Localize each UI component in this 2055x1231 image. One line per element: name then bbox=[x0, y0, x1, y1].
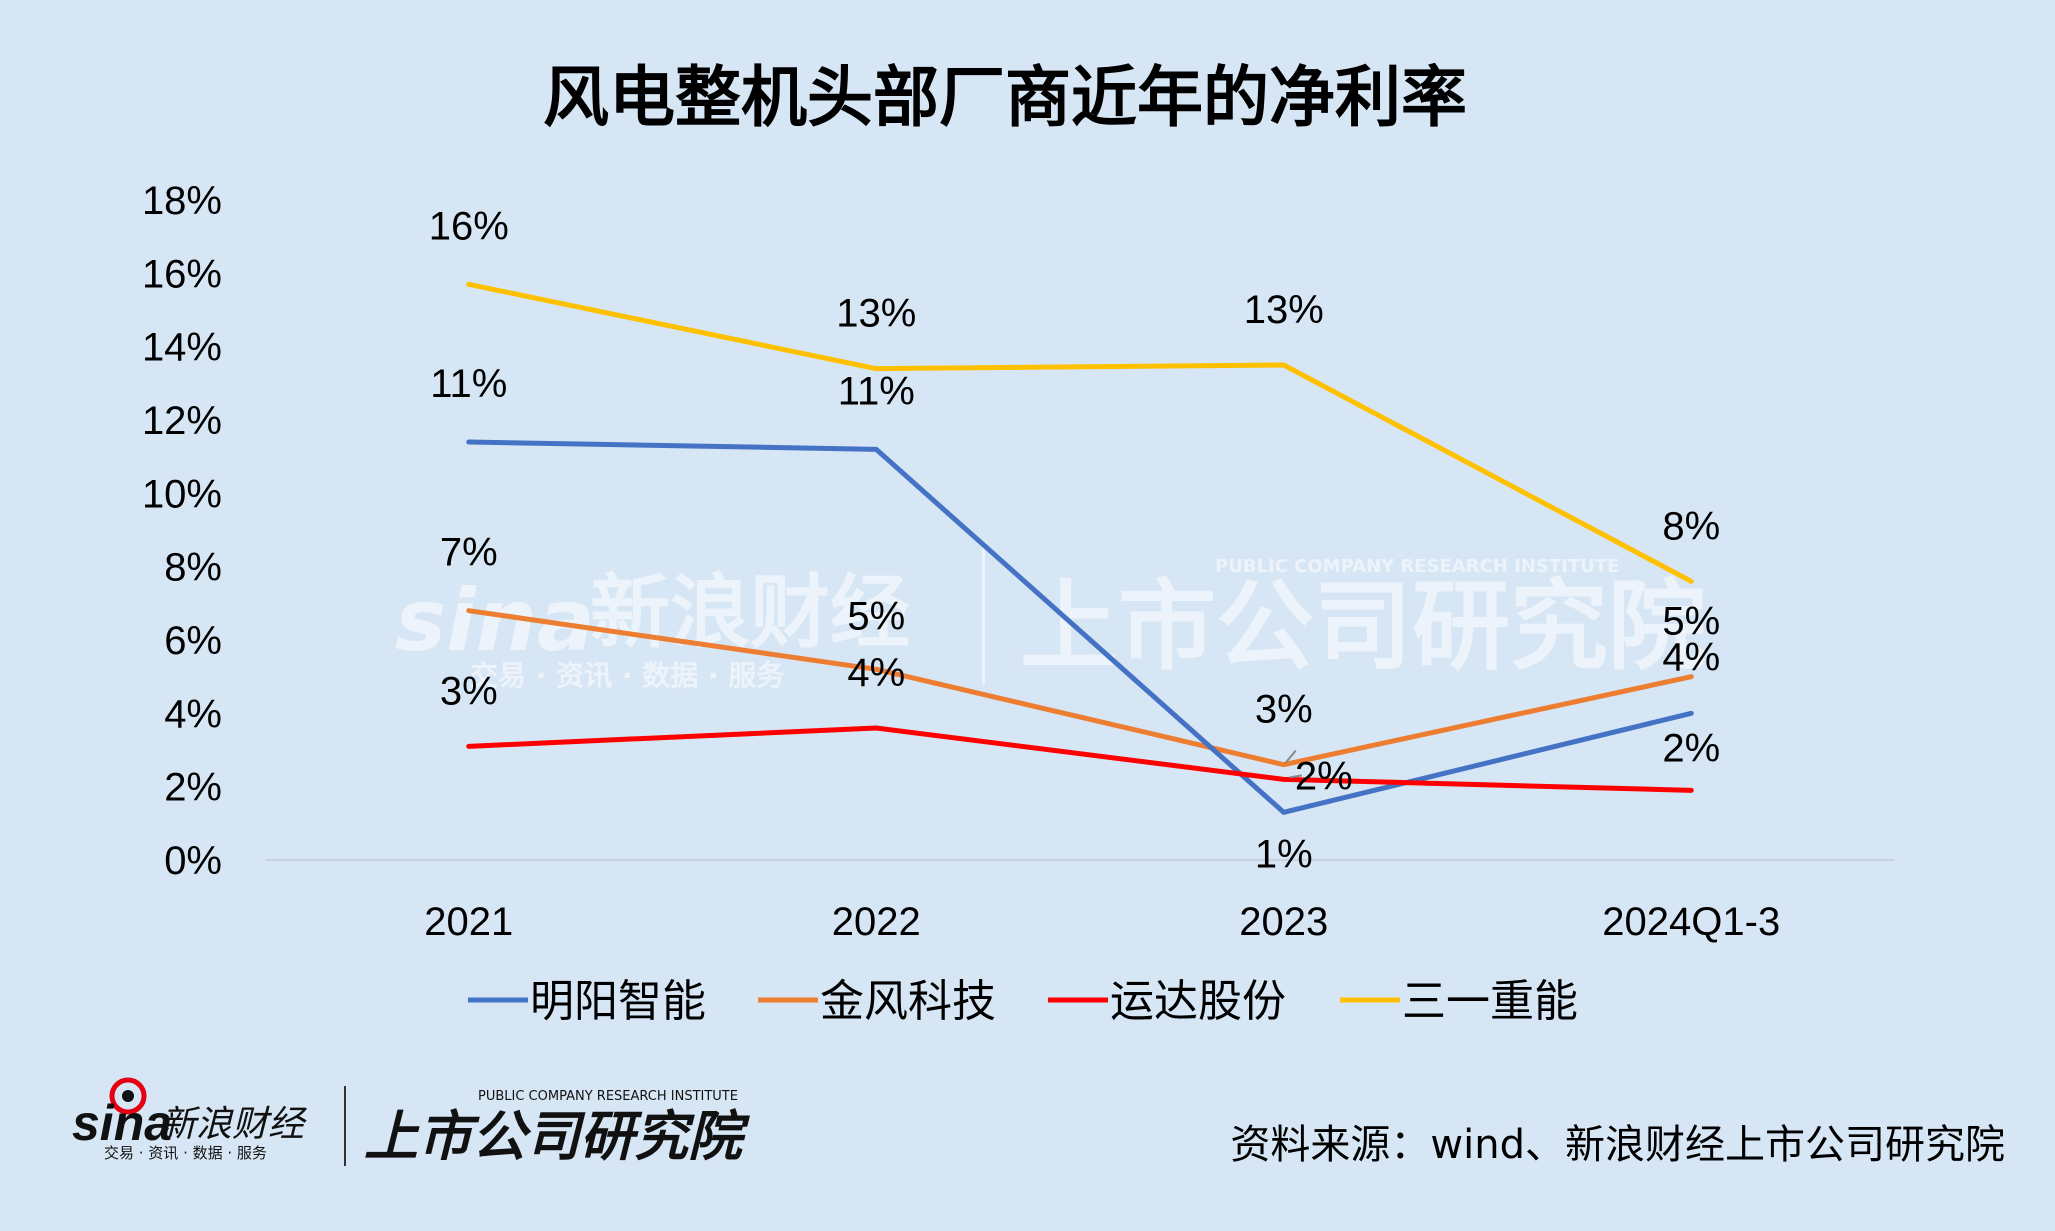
chart-title: 风电整机头部厂商近年的净利率 bbox=[543, 59, 1467, 136]
y-axis: 0% 2% 4% 6% 8% 10% 12% 14% 16% 18% bbox=[142, 179, 222, 883]
y-tick-label: 18% bbox=[142, 179, 222, 223]
series-line bbox=[466, 439, 1694, 815]
data-label: 11% bbox=[838, 369, 915, 413]
legend: 明阳智能 金风科技 运达股份 三一重能 bbox=[468, 976, 1578, 1027]
data-label: 13% bbox=[1244, 288, 1324, 332]
data-label: 7% bbox=[440, 531, 498, 575]
y-tick-label: 4% bbox=[164, 692, 222, 736]
x-axis: 2021 2022 2023 2024Q1-3 bbox=[424, 900, 1780, 944]
data-label: 5% bbox=[1662, 600, 1720, 644]
logo-institute: 上市公司研究院 bbox=[364, 1105, 750, 1168]
series-line bbox=[466, 725, 1694, 793]
logo-institute-en: PUBLIC COMPANY RESEARCH INSTITUTE bbox=[478, 1089, 738, 1104]
data-labels: 11% 11% 1% 2% 7% 5% 3% 5% 3% 4% 2% 4% 16% 13% 13% 8% bbox=[429, 204, 1720, 876]
watermark-sina-sub: 交易 · 资讯 · 数据 · 服务 bbox=[470, 659, 784, 692]
y-tick-label: 2% bbox=[164, 766, 222, 810]
watermark: sina 新浪财经 交易 · 资讯 · 数据 · 服务 上市公司研究院 PUBL… bbox=[395, 545, 1706, 692]
data-label: 2% bbox=[1662, 726, 1720, 770]
watermark-institute-en: PUBLIC COMPANY RESEARCH INSTITUTE bbox=[1215, 556, 1619, 577]
leader-line bbox=[1284, 750, 1297, 764]
data-label: 16% bbox=[429, 204, 509, 248]
legend-label: 明阳智能 bbox=[530, 976, 706, 1027]
series-line bbox=[466, 281, 1694, 584]
y-tick-label: 0% bbox=[164, 839, 222, 883]
x-tick-label: 2023 bbox=[1239, 900, 1328, 944]
legend-label: 运达股份 bbox=[1110, 976, 1286, 1027]
logo-sina-cn: 新浪财经 bbox=[160, 1104, 307, 1145]
watermark-institute: 上市公司研究院 bbox=[1020, 570, 1706, 684]
watermark-sina-cn: 新浪财经 bbox=[590, 566, 910, 659]
y-tick-label: 16% bbox=[142, 252, 222, 296]
footer-logo: sina 新浪财经 交易 · 资讯 · 数据 · 服务 PUBLIC COMPA… bbox=[72, 1077, 750, 1168]
data-label: 4% bbox=[847, 651, 905, 695]
data-label: 11% bbox=[430, 362, 507, 406]
x-tick-label: 2022 bbox=[832, 900, 921, 944]
y-tick-label: 10% bbox=[142, 472, 222, 516]
watermark-sina: sina bbox=[395, 571, 595, 671]
data-label: 13% bbox=[836, 292, 916, 336]
plot-area bbox=[466, 281, 1694, 815]
logo-divider bbox=[344, 1086, 346, 1166]
logo-sina: sina bbox=[72, 1095, 172, 1151]
x-tick-label: 2021 bbox=[424, 900, 513, 944]
data-label: 3% bbox=[1255, 688, 1313, 732]
data-label: 4% bbox=[1662, 635, 1720, 679]
data-label: 5% bbox=[847, 594, 905, 638]
y-tick-label: 14% bbox=[142, 326, 222, 370]
logo-sina-sub: 交易 · 资讯 · 数据 · 服务 bbox=[104, 1144, 267, 1162]
series-line bbox=[466, 608, 1694, 768]
data-label: 8% bbox=[1662, 504, 1720, 548]
sina-eye-icon bbox=[109, 1077, 147, 1115]
sina-eye-pupil-icon bbox=[122, 1090, 134, 1102]
source-note: 资料来源：wind、新浪财经上市公司研究院 bbox=[1230, 1122, 2005, 1168]
data-label: 2% bbox=[1295, 754, 1353, 798]
x-tick-label: 2024Q1-3 bbox=[1602, 900, 1780, 944]
y-tick-label: 6% bbox=[164, 619, 222, 663]
data-label: 3% bbox=[440, 669, 498, 713]
legend-label: 金风科技 bbox=[820, 976, 996, 1027]
watermark-divider bbox=[982, 545, 985, 685]
y-tick-label: 8% bbox=[164, 546, 222, 590]
leader-line bbox=[1289, 774, 1302, 779]
legend-label: 三一重能 bbox=[1402, 976, 1578, 1027]
y-tick-label: 12% bbox=[142, 399, 222, 443]
data-label: 1% bbox=[1255, 832, 1313, 876]
